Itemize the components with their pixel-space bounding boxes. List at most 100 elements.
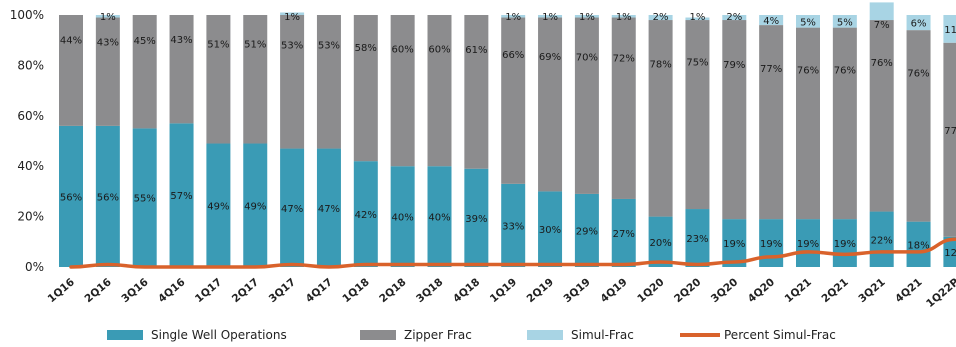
data-label-single-well: 19%	[723, 239, 745, 250]
bar-segment-single-well-operations	[722, 219, 747, 267]
bar-segment-simul-frac	[648, 15, 673, 21]
x-tick-label: 4Q20	[746, 276, 777, 305]
bar-segment-simul-frac	[685, 17, 710, 21]
bar-segment-simul-frac	[611, 15, 636, 18]
data-label-single-well: 33%	[502, 221, 524, 232]
data-label-single-well: 42%	[355, 210, 377, 221]
data-label-simul-frac: 4%	[763, 16, 779, 27]
x-tick-label: 1Q17	[193, 276, 224, 305]
bar-segment-zipper-frac	[501, 17, 526, 184]
y-tick-label: 80%	[17, 58, 44, 72]
x-tick-label: 4Q19	[598, 276, 629, 305]
x-tick-label: 1Q22P	[924, 276, 956, 310]
y-axis: 0% 20% 40% 60% 80% 100%	[10, 8, 44, 274]
bar-segment-simul-frac	[280, 12, 305, 15]
x-tick-label: 4Q17	[304, 276, 335, 305]
bar-segment-zipper-frac	[59, 15, 83, 126]
x-tick-label: 3Q21	[856, 276, 887, 305]
data-label-single-well: 39%	[465, 214, 487, 225]
data-label-zipper-frac: 78%	[649, 59, 671, 70]
y-tick-label: 20%	[17, 210, 44, 224]
bar-segment-single-well-operations	[906, 221, 931, 267]
bar-segment-single-well-operations	[206, 143, 231, 267]
bar-segment-single-well-operations	[95, 125, 120, 267]
data-label-zipper-frac: 76%	[834, 66, 856, 77]
data-label-simul-frac: 2%	[653, 12, 669, 23]
x-axis: 1Q16 2Q16 3Q16 4Q16 1Q17 2Q17 3Q17 4Q17 1Q18 2Q18…	[46, 276, 956, 310]
data-label-single-well: 19%	[834, 239, 856, 250]
bar-segment-simul-frac	[869, 2, 894, 21]
data-label-zipper-frac: 43%	[170, 35, 192, 46]
data-label-simul-frac: 1%	[100, 12, 116, 23]
bar-segment-simul-frac	[906, 15, 931, 31]
bar-segment-simul-frac	[574, 15, 599, 18]
legend: Single Well Operations Zipper Frac Simul-F…	[107, 328, 836, 342]
y-tick-label: 0%	[25, 260, 44, 274]
bar-segment-zipper-frac	[943, 42, 956, 237]
x-tick-label: 1Q19	[488, 276, 519, 305]
data-label-zipper-frac: 61%	[465, 45, 487, 56]
x-tick-label: 2Q18	[377, 276, 408, 305]
data-label-zipper-frac: 58%	[355, 43, 377, 54]
bar-segment-simul-frac	[759, 15, 784, 26]
x-tick-label: 3Q20	[709, 276, 740, 305]
percent-simul-frac-line-group	[69, 237, 956, 269]
bar-labels-group: 56% 44% 56% 43% 1% 55% 45% 57% 43% 49% 51% 49% 51% 47…	[60, 12, 956, 259]
x-tick-label: 3Q16	[119, 276, 150, 305]
data-label-single-well: 12%	[944, 248, 956, 259]
bar-segment-single-well-operations	[280, 148, 305, 267]
data-label-zipper-frac: 70%	[576, 52, 598, 63]
data-label-simul-frac: 5%	[800, 17, 816, 28]
bar-segment-single-well-operations	[832, 219, 857, 267]
data-label-simul-frac: 7%	[874, 20, 890, 31]
bar-segment-single-well-operations	[538, 191, 563, 267]
data-label-zipper-frac: 77%	[944, 126, 956, 137]
bar-segment-zipper-frac	[132, 15, 157, 129]
data-label-zipper-frac: 76%	[871, 58, 893, 69]
data-label-zipper-frac: 60%	[392, 44, 414, 55]
legend-label-simul-frac: Simul-Frac	[571, 328, 634, 342]
data-label-single-well: 20%	[649, 238, 671, 249]
data-label-zipper-frac: 69%	[539, 52, 561, 63]
data-label-simul-frac: 6%	[911, 19, 927, 30]
y-tick-label: 40%	[17, 159, 44, 173]
data-label-simul-frac: 5%	[837, 17, 853, 28]
data-label-single-well: 47%	[318, 204, 340, 215]
data-label-simul-frac: 1%	[284, 12, 300, 23]
bar-segment-zipper-frac	[906, 30, 931, 222]
x-tick-label: 2Q20	[672, 276, 703, 305]
data-label-single-well: 47%	[281, 204, 303, 215]
bars-group	[59, 2, 956, 267]
data-label-zipper-frac: 66%	[502, 50, 524, 61]
data-label-simul-frac: 1%	[542, 12, 558, 23]
bar-segment-single-well-operations	[501, 183, 526, 267]
data-label-single-well: 30%	[539, 225, 561, 236]
x-tick-label: 2Q17	[230, 276, 261, 305]
data-label-zipper-frac: 79%	[723, 60, 745, 71]
x-tick-label: 4Q21	[893, 276, 924, 305]
data-label-single-well: 19%	[760, 239, 782, 250]
bar-segment-single-well-operations	[390, 166, 415, 267]
bar-segment-zipper-frac	[390, 15, 415, 167]
bar-segment-zipper-frac	[243, 15, 268, 144]
bar-segment-single-well-operations	[59, 125, 83, 267]
data-label-single-well: 57%	[170, 191, 192, 202]
data-label-single-well: 55%	[134, 194, 156, 205]
bar-segment-single-well-operations	[132, 128, 157, 267]
bar-segment-simul-frac	[722, 15, 747, 21]
legend-label-percent-simul-frac: Percent Simul-Frac	[724, 328, 836, 342]
data-label-zipper-frac: 76%	[907, 68, 929, 79]
bar-segment-simul-frac	[943, 15, 956, 43]
bar-segment-zipper-frac	[574, 17, 599, 194]
bar-segment-zipper-frac	[796, 27, 820, 220]
data-label-zipper-frac: 75%	[686, 58, 708, 69]
bar-segment-zipper-frac	[869, 20, 894, 212]
data-label-single-well: 49%	[207, 201, 229, 212]
bar-segment-zipper-frac	[95, 17, 120, 126]
data-label-single-well: 18%	[907, 240, 929, 251]
x-tick-label: 3Q17	[267, 276, 298, 305]
bar-segment-single-well-operations	[943, 236, 956, 267]
legend-label-single-well-operations: Single Well Operations	[151, 328, 287, 342]
bar-segment-zipper-frac	[759, 25, 784, 220]
